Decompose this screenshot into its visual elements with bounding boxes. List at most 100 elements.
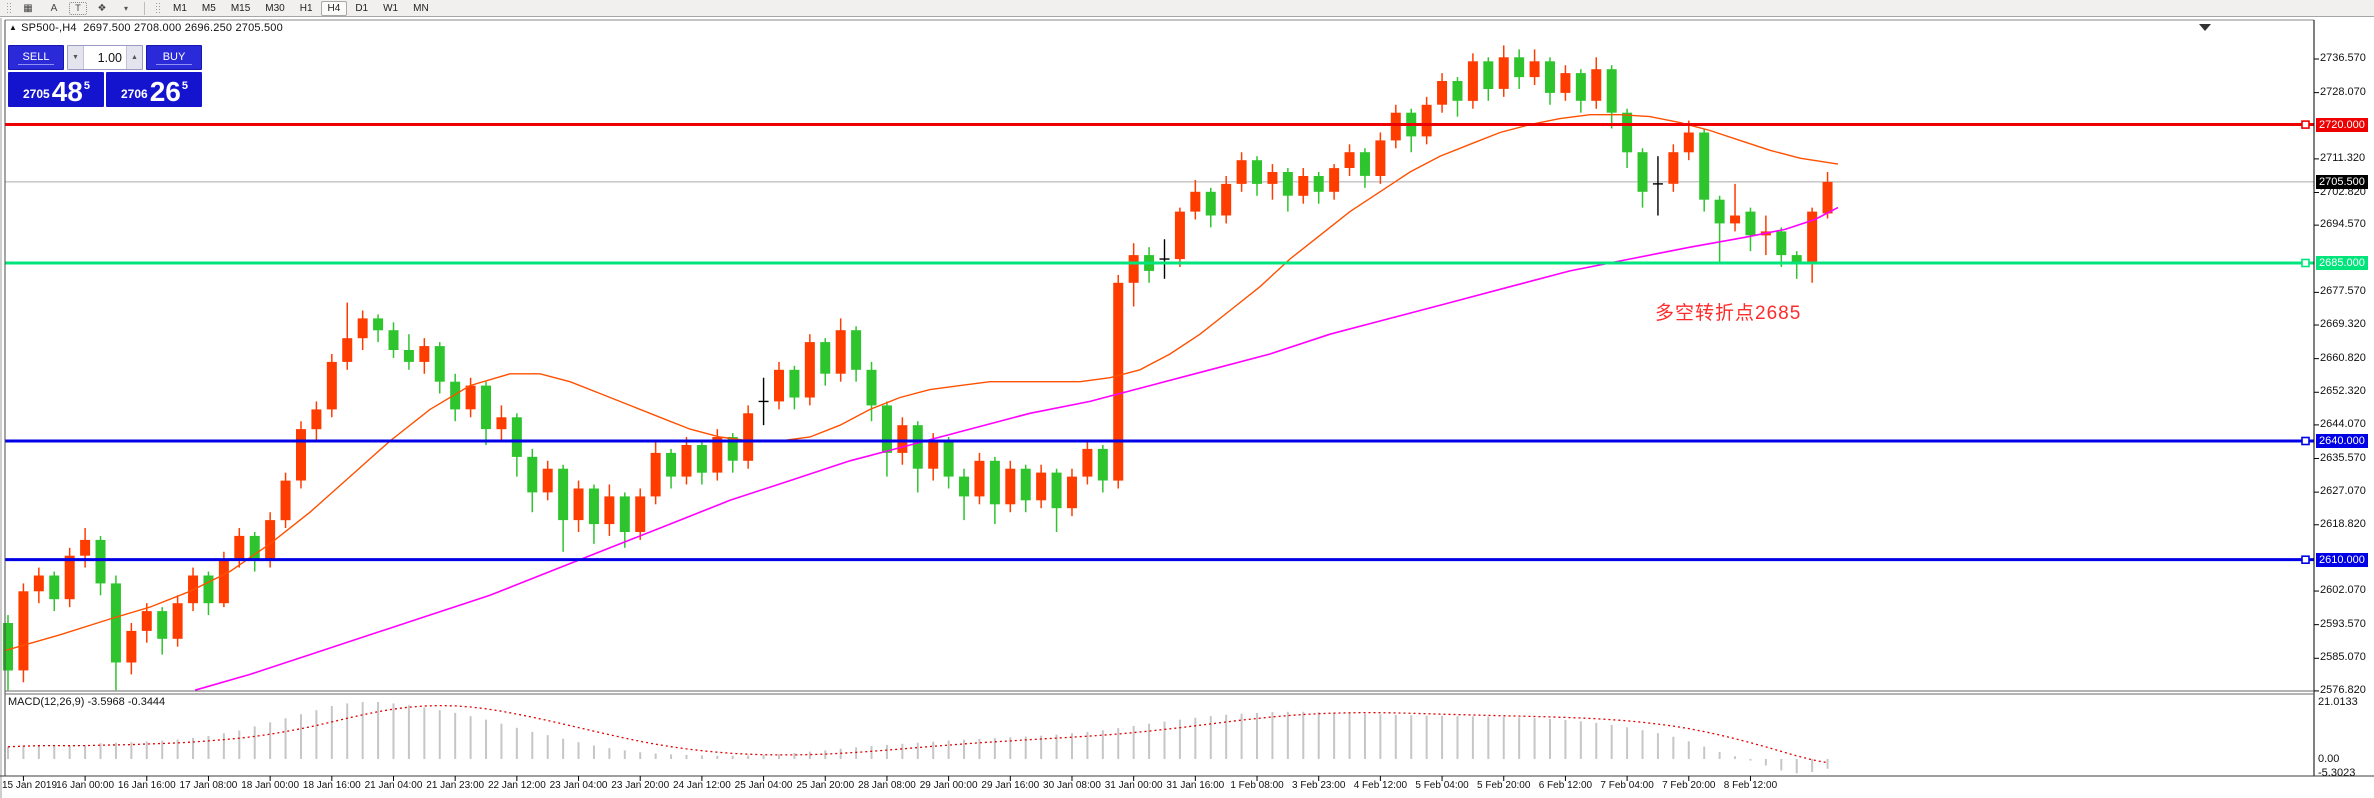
macd-indicator-label: MACD(12,26,9) -3.5968 -0.3444 xyxy=(8,696,166,708)
timeframe-button-H4[interactable]: H4 xyxy=(320,0,348,16)
buy-price-main: 2706 xyxy=(121,87,148,101)
time-axis-label: 16 Jan 16:00 xyxy=(117,780,176,791)
time-axis-label: 25 Jan 20:00 xyxy=(796,780,855,791)
macd-histogram xyxy=(7,702,1829,774)
font-icon[interactable]: A xyxy=(50,2,58,14)
chart-window[interactable]: ▲ SP500-,H4 2697.500 2708.000 2696.250 27… xyxy=(0,18,2374,798)
volume-decrease-button[interactable]: ▼ xyxy=(68,46,84,69)
price-axis-label: 2602.070 xyxy=(2320,584,2366,597)
chart-grid-icon[interactable]: ▦ xyxy=(23,2,33,14)
macd-main-value: -3.5968 xyxy=(87,696,125,708)
buy-price-sup: 5 xyxy=(181,80,188,92)
price-axis-label: 2635.570 xyxy=(2320,451,2366,464)
buy-price-big: 26 xyxy=(149,76,181,108)
buy-button-label: BUY xyxy=(162,50,186,63)
timeframe-group: M1 M5 M15 M30 H1 H4 D1 W1 MN xyxy=(166,0,436,16)
timeframe-toolbar-grip[interactable] xyxy=(155,2,160,14)
timeframe-button-M5[interactable]: M5 xyxy=(201,2,216,14)
time-axis-label: 30 Jan 08:00 xyxy=(1043,780,1101,791)
time-axis-label: 25 Jan 04:00 xyxy=(734,780,793,791)
chart-shift-marker[interactable] xyxy=(2199,24,2211,31)
time-axis-label: 23 Jan 04:00 xyxy=(549,780,608,791)
time-axis-label: 28 Jan 08:00 xyxy=(858,780,916,791)
time-axis-label: 5 Feb 04:00 xyxy=(1415,780,1469,791)
time-axis-label: 21 Jan 23:00 xyxy=(426,780,485,791)
time-axis-label: 18 Jan 00:00 xyxy=(241,780,300,791)
volume-stepper: ▼ 1.00 ▲ xyxy=(67,45,143,70)
time-axis-label: 21 Jan 04:00 xyxy=(364,780,423,791)
sell-button[interactable]: SELL xyxy=(8,45,64,70)
price-axis-label: 2652.320 xyxy=(2320,385,2366,398)
sell-price-main: 2705 xyxy=(23,87,50,101)
time-axis-label: 31 Jan 00:00 xyxy=(1104,780,1163,791)
price-axis-label: 2736.570 xyxy=(2320,52,2366,64)
price-axis-label: 2618.820 xyxy=(2320,517,2366,530)
macd-signal-value: -0.3444 xyxy=(127,696,166,708)
hline-2610[interactable] xyxy=(5,555,2314,565)
toolbar: ▦ A T ❖ ▾ M1 M5 M15 M30 H1 H4 D1 W1 MN xyxy=(0,0,2374,17)
time-axis-label: 23 Jan 20:00 xyxy=(611,780,670,791)
time-axis-label: 31 Jan 16:00 xyxy=(1166,780,1225,791)
toolbar-grip[interactable] xyxy=(6,2,11,14)
timeframe-button-H1[interactable]: H1 xyxy=(299,2,313,14)
ma-slow-line xyxy=(194,206,1839,691)
timeframe-button-M1[interactable]: M1 xyxy=(173,2,187,14)
hline-2685[interactable] xyxy=(5,258,2314,268)
time-axis-label: 7 Feb 20:00 xyxy=(1662,780,1716,791)
price-axis-label: 2728.070 xyxy=(2320,85,2366,98)
time-axis-label: 7 Feb 04:00 xyxy=(1600,780,1654,791)
price-axis-label: 2694.570 xyxy=(2320,218,2366,231)
timeframe-button-MN[interactable]: MN xyxy=(413,2,429,14)
ohlc-values: 2697.500 2708.000 2696.250 2705.500 xyxy=(83,22,283,34)
text-tool-icon[interactable]: T xyxy=(69,1,87,15)
hline-2720[interactable] xyxy=(5,120,2314,129)
symbol-ohlc: ▲ SP500-,H4 2697.500 2708.000 2696.250 27… xyxy=(9,22,283,34)
price-axis-flag-2705.500: 2705.500 xyxy=(2316,174,2368,189)
time-axis-label: 6 Feb 12:00 xyxy=(1538,780,1593,791)
timeframe-button-M30[interactable]: M30 xyxy=(265,2,285,14)
time-axis-label: 5 Feb 20:00 xyxy=(1477,780,1531,791)
buy-button[interactable]: BUY xyxy=(146,45,202,70)
one-click-trade-panel: SELL ▼ 1.00 ▲ BUY 2705 48 5 2706 26 xyxy=(8,45,202,107)
timeframe-button-D1[interactable]: D1 xyxy=(355,2,369,14)
time-axis-label: 24 Jan 12:00 xyxy=(672,780,731,791)
hline-2640[interactable] xyxy=(5,436,2314,446)
buy-price-tile[interactable]: 2706 26 5 xyxy=(106,72,202,107)
price-axis-label: 2660.820 xyxy=(2320,351,2366,364)
toolbar-separator xyxy=(144,1,145,15)
timeframe-button-W1[interactable]: W1 xyxy=(383,2,399,14)
toolbar-icons: ▦ A T ❖ ▾ xyxy=(17,0,137,16)
time-axis-label: 29 Jan 00:00 xyxy=(919,780,978,791)
price-axis-label: 2585.070 xyxy=(2320,651,2366,664)
macd-axis-label: -5.3023 xyxy=(2318,767,2356,780)
time-axis-label: 16 Jan 00:00 xyxy=(56,780,115,791)
sell-price-sup: 5 xyxy=(83,80,90,92)
price-axis-label: 2669.320 xyxy=(2320,318,2366,331)
time-axis-label: 4 Feb 12:00 xyxy=(1353,780,1408,791)
price-axis-label: 2593.570 xyxy=(2320,617,2366,630)
time-axis-label: 1 Feb 08:00 xyxy=(1230,780,1284,791)
macd-signal-line xyxy=(7,704,1828,764)
sell-price-tile[interactable]: 2705 48 5 xyxy=(8,72,104,107)
timeframe-button-M15[interactable]: M15 xyxy=(230,2,251,14)
time-axis-label: 17 Jan 08:00 xyxy=(179,780,238,791)
macd-axis-label: 21.0133 xyxy=(2318,695,2358,708)
macd-axis-label: 0.00 xyxy=(2318,753,2340,765)
time-axis-label: 18 Jan 16:00 xyxy=(302,780,361,791)
collapse-panel-icon[interactable]: ▲ xyxy=(9,23,18,32)
objects-cycle-icon[interactable]: ❖ xyxy=(97,2,107,14)
price-axis-flag-2685.000: 2685.000 xyxy=(2316,256,2368,270)
price-axis-label: 2576.820 xyxy=(2320,683,2366,696)
price-axis-flag-2610.000: 2610.000 xyxy=(2316,552,2368,567)
price-axis-flag-2720.000: 2720.000 xyxy=(2316,117,2368,132)
volume-input[interactable]: 1.00 xyxy=(97,50,122,65)
time-axis-label: 22 Jan 12:00 xyxy=(487,780,546,791)
price-axis-label: 2677.570 xyxy=(2320,285,2366,298)
volume-increase-button[interactable]: ▲ xyxy=(126,46,142,69)
ma-fast-line xyxy=(4,113,1839,652)
caret-down-icon: ▼ xyxy=(72,54,79,61)
time-axis-label: 15 Jan 2019 xyxy=(2,780,58,791)
dropdown-caret-icon[interactable]: ▾ xyxy=(123,3,128,13)
